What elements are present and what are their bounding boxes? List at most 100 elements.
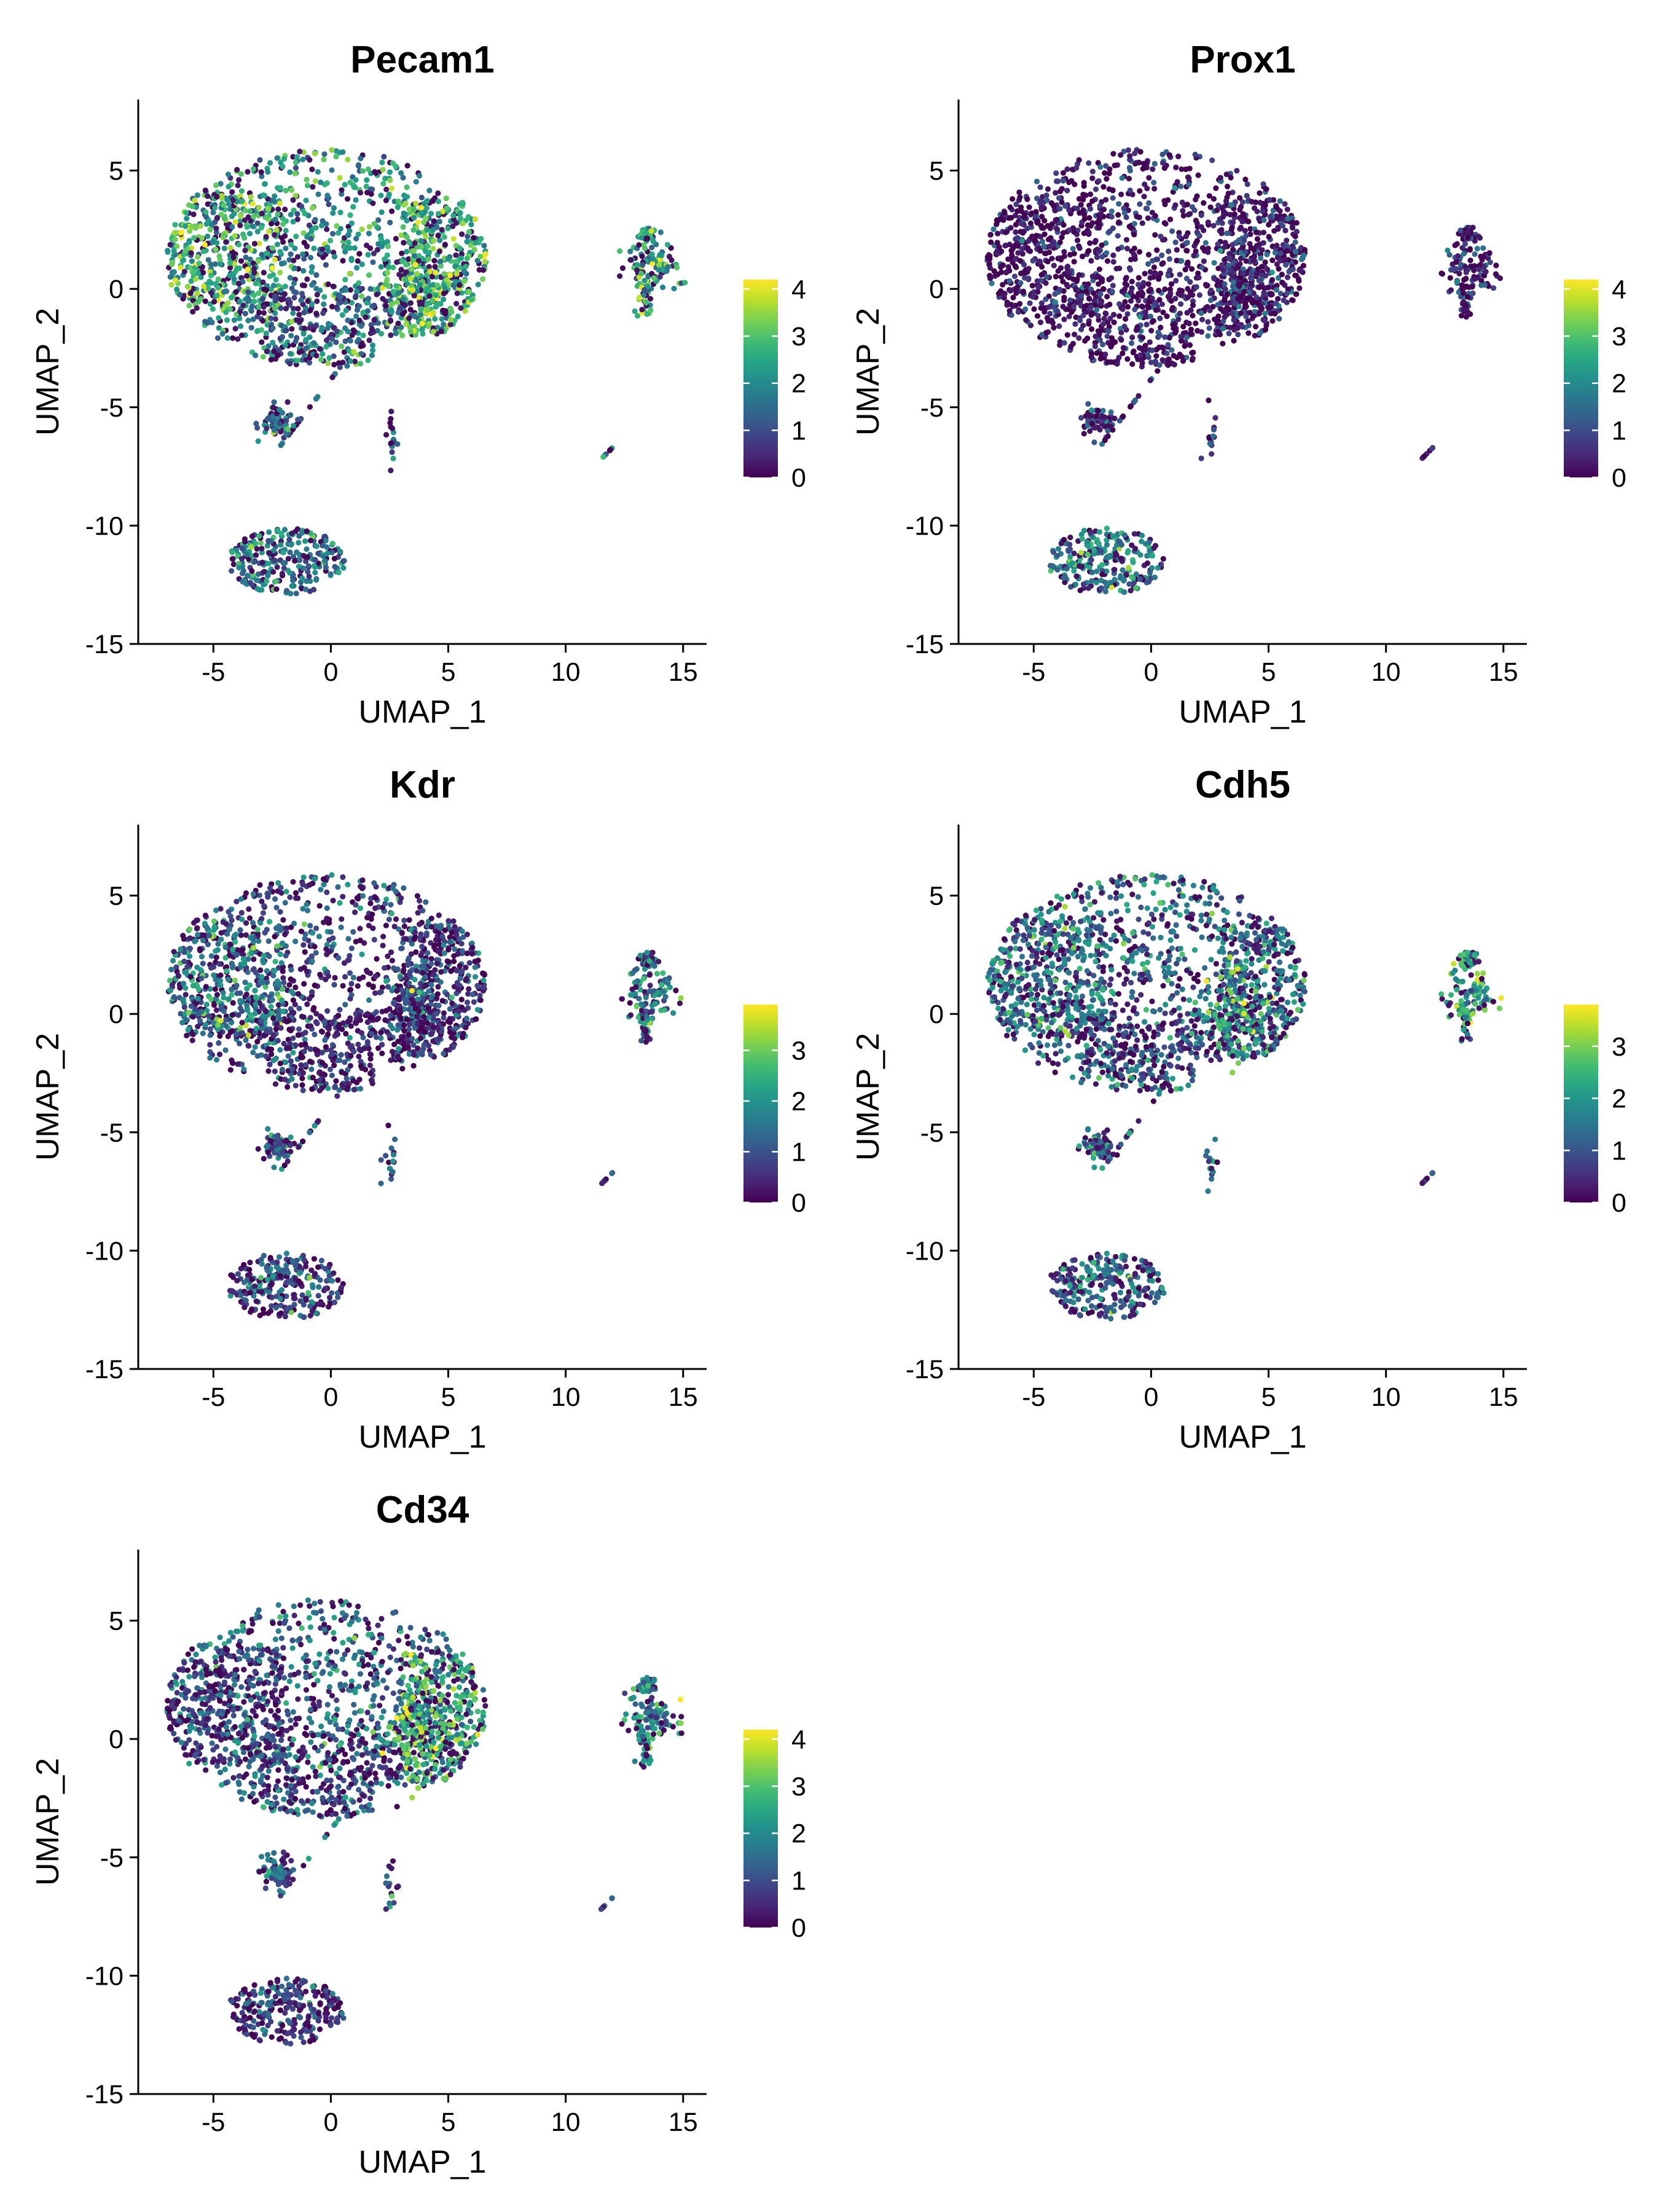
umap-point xyxy=(641,278,648,284)
umap-point xyxy=(1055,268,1061,274)
umap-point xyxy=(1144,560,1151,567)
umap-point xyxy=(1211,275,1217,281)
umap-point xyxy=(1198,310,1204,316)
umap-point xyxy=(295,417,301,423)
umap-point xyxy=(359,885,366,892)
umap-point xyxy=(385,243,391,249)
umap-point xyxy=(298,297,304,304)
umap-point xyxy=(264,578,270,584)
umap-point xyxy=(1085,401,1091,407)
umap-point xyxy=(1129,361,1135,367)
umap-point xyxy=(1014,208,1021,214)
umap-point xyxy=(1041,231,1048,237)
umap-point xyxy=(1182,343,1188,349)
umap-point xyxy=(357,190,364,196)
umap-point xyxy=(229,189,235,195)
umap-point xyxy=(1154,247,1160,253)
umap-point xyxy=(301,256,307,262)
umap-point xyxy=(371,221,378,227)
umap-point xyxy=(279,235,285,241)
umap-point xyxy=(1039,264,1045,270)
umap-point xyxy=(1223,211,1230,217)
umap-point xyxy=(340,257,346,264)
umap-point xyxy=(287,299,293,305)
umap-point xyxy=(1060,278,1066,284)
umap-point xyxy=(306,573,312,579)
umap-point xyxy=(468,297,475,303)
umap-point xyxy=(379,159,385,165)
x-tick-label: -5 xyxy=(1022,657,1045,687)
umap-point xyxy=(214,194,220,200)
umap-point xyxy=(1074,276,1080,283)
umap-point xyxy=(1186,320,1192,327)
y-tick-label: 0 xyxy=(929,275,944,304)
umap-point xyxy=(1067,541,1073,547)
umap-point xyxy=(1064,273,1071,279)
umap-point xyxy=(272,216,278,222)
y-tick-label: 5 xyxy=(929,157,944,186)
umap-point xyxy=(1072,321,1078,327)
umap-point xyxy=(1104,176,1110,182)
umap-point xyxy=(1245,295,1251,301)
umap-point xyxy=(256,309,262,316)
umap-point xyxy=(359,226,365,232)
umap-point xyxy=(265,538,272,544)
umap-point xyxy=(1145,261,1151,267)
umap-point xyxy=(177,291,183,298)
umap-point xyxy=(300,230,307,236)
umap-point xyxy=(1081,230,1087,237)
umap-point xyxy=(1215,241,1221,247)
umap-point xyxy=(1239,219,1245,225)
umap-point xyxy=(1230,246,1236,253)
umap-point xyxy=(228,294,235,300)
umap-point xyxy=(418,210,425,216)
umap-point xyxy=(1082,338,1088,344)
umap-point xyxy=(178,264,184,270)
umap-point xyxy=(1172,202,1179,208)
umap-point xyxy=(418,306,424,312)
umap-point xyxy=(171,248,177,254)
umap-point xyxy=(187,228,193,234)
colorbar-label: 2 xyxy=(1612,369,1626,399)
umap-point xyxy=(417,173,423,179)
umap-point xyxy=(1185,286,1191,292)
umap-point xyxy=(1076,196,1083,202)
umap-point xyxy=(423,198,430,205)
umap-point xyxy=(172,237,178,243)
umap-point xyxy=(1013,202,1019,208)
colorbar-label: 3 xyxy=(791,322,806,351)
umap-point xyxy=(1088,304,1094,310)
umap-point xyxy=(223,309,229,315)
umap-point xyxy=(286,257,292,263)
umap-point xyxy=(385,270,391,276)
umap-point xyxy=(1250,257,1256,264)
umap-point xyxy=(207,1055,213,1061)
umap-point xyxy=(1193,197,1199,203)
umap-point xyxy=(1260,181,1266,187)
umap-point xyxy=(293,590,299,597)
umap-point xyxy=(406,240,412,246)
umap-point xyxy=(1155,368,1161,374)
umap-point xyxy=(1218,227,1225,233)
umap-point xyxy=(1043,192,1049,198)
umap-point xyxy=(1467,257,1473,264)
umap-point xyxy=(182,248,188,254)
umap-point xyxy=(404,184,410,190)
umap-point xyxy=(638,235,645,241)
umap-point xyxy=(410,227,417,233)
umap-point xyxy=(1297,267,1303,273)
umap-point xyxy=(221,289,227,295)
umap-point xyxy=(1263,326,1269,333)
umap-point xyxy=(254,546,260,552)
umap-point xyxy=(413,200,419,206)
umap-point xyxy=(477,253,484,259)
umap-point xyxy=(277,269,283,276)
umap-point xyxy=(1096,222,1102,229)
umap-point xyxy=(296,539,302,546)
umap-point xyxy=(1284,290,1290,297)
umap-point xyxy=(1083,283,1089,289)
umap-point xyxy=(1274,287,1280,293)
umap-point xyxy=(1091,439,1097,445)
umap-point xyxy=(390,160,396,167)
umap-point xyxy=(1469,284,1475,290)
